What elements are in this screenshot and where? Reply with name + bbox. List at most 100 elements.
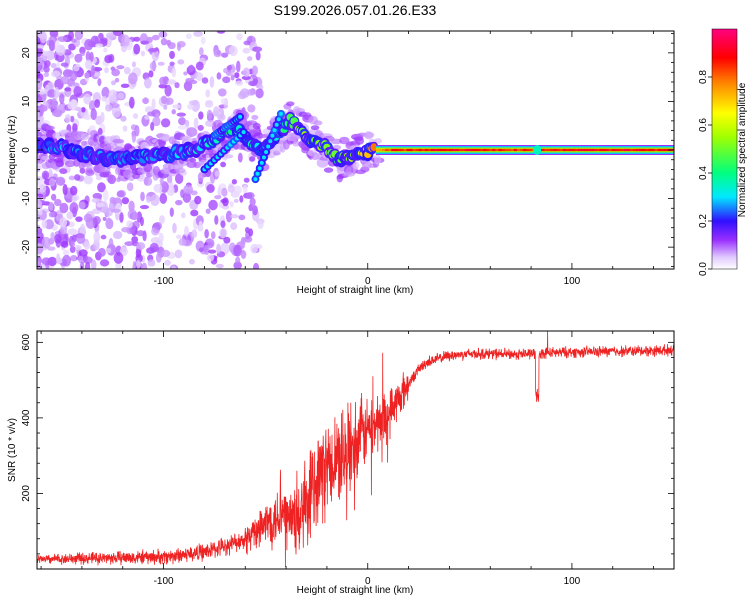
heatmap-cell [323,167,334,173]
heatmap-cell [48,201,54,211]
heatmap-cell [164,84,172,97]
heatmap-cell [235,80,244,86]
heatmap-cell [207,254,215,262]
heatmap-cell [184,225,189,237]
heatmap-cell [147,47,158,53]
heatmap-cell [62,249,70,256]
heatmap-cell [161,249,171,258]
heatmap-cell [144,115,150,120]
heatmap-cell [216,31,226,34]
heatmap-cell [437,148,441,152]
heatmap-cell [147,259,156,267]
heatmap-cell [187,103,194,110]
heatmap-cell [67,228,78,236]
heatmap-cell [190,209,199,217]
heatmap-cell [235,60,241,73]
heatmap-cell [516,148,521,152]
heatmap-cell [195,61,204,71]
heatmap-cell [213,49,222,58]
heatmap-cell [55,176,66,186]
heatmap-cell [214,195,222,200]
heatmap-cell [186,127,198,137]
heatmap-cell [252,262,260,269]
heatmap-cell [155,252,162,263]
heatmap-cell [95,175,102,181]
heatmap-cell [434,148,438,152]
heatmap-cell [251,65,258,76]
heatmap-cell [177,59,185,65]
heatmap-cell [252,46,263,53]
heatmap-cell [651,148,656,152]
heatmap-cell [133,36,141,42]
heatmap-cell [584,148,588,152]
heatmap-cell [150,121,155,131]
snr-x-ticks: -100 0 100 [40,331,654,587]
spectrogram-x-ticks: -100 0 100 [40,31,654,287]
heatmap-cell [458,148,463,152]
heatmap-cell [160,37,168,46]
heatmap-cell [648,148,653,152]
heatmap-cell [44,60,51,68]
heatmap-cell [50,232,55,240]
heatmap-cell [102,216,107,221]
heatmap-cell [108,237,114,250]
heatmap-cell [507,148,512,152]
heatmap-cell [440,148,444,152]
heatmap-cell [68,31,74,41]
heatmap-cell [124,241,135,246]
heatmap-cell [68,175,76,181]
heatmap-cell [209,76,215,88]
heatmap-cell [73,86,83,98]
heatmap-cell [243,40,251,46]
heatmap-cell [464,148,469,152]
heatmap-cell [69,115,75,123]
heatmap-cell [54,87,60,99]
heatmap-cell [88,100,96,111]
heatmap-cell [446,148,450,152]
heatmap-cell [240,250,247,259]
heatmap-cell [171,67,177,78]
heatmap-cell [244,226,250,233]
heatmap-cell [226,65,233,71]
heatmap-cell [418,148,423,152]
heatmap-cell [229,201,234,208]
heatmap-cell [129,96,135,109]
heatmap-cell [91,198,101,203]
heatmap-cell [101,96,107,102]
heatmap-cell [257,166,262,171]
heatmap-cell [167,79,177,85]
heatmap-cell [313,120,323,126]
heatmap-cell [171,265,176,269]
heatmap-cell [121,34,130,47]
heatmap-cell [100,234,107,240]
heatmap-cell [461,148,466,152]
heatmap-cell [206,109,213,120]
heatmap-cell [92,208,99,214]
heatmap-cell [48,211,55,218]
heatmap-cell [550,148,555,152]
heatmap-cell [74,31,84,40]
heatmap-cell [397,148,401,152]
heatmap-cell [59,216,68,228]
heatmap-cell [194,195,202,205]
heatmap-cell [233,198,239,204]
heatmap-cell [78,201,86,210]
heatmap-cell [230,222,238,230]
heatmap-cell [54,40,60,53]
heatmap-cell [623,148,628,152]
colorbar-ticks: 0.0 0.2 0.4 0.6 0.8 [698,70,712,276]
heatmap-cell [100,111,105,123]
heatmap-cell [150,200,157,206]
heatmap-cell [467,148,472,152]
heatmap-cell [41,50,51,57]
heatmap-cell [37,47,43,58]
heatmap-cell [174,249,183,259]
heatmap-cell [183,184,194,195]
heatmap-cell [574,148,579,152]
snr-frame [36,330,675,570]
heatmap-cell [255,88,264,99]
y-tick-label: 400 [21,409,32,426]
heatmap-cell [155,113,160,119]
heatmap-cell [107,174,117,185]
